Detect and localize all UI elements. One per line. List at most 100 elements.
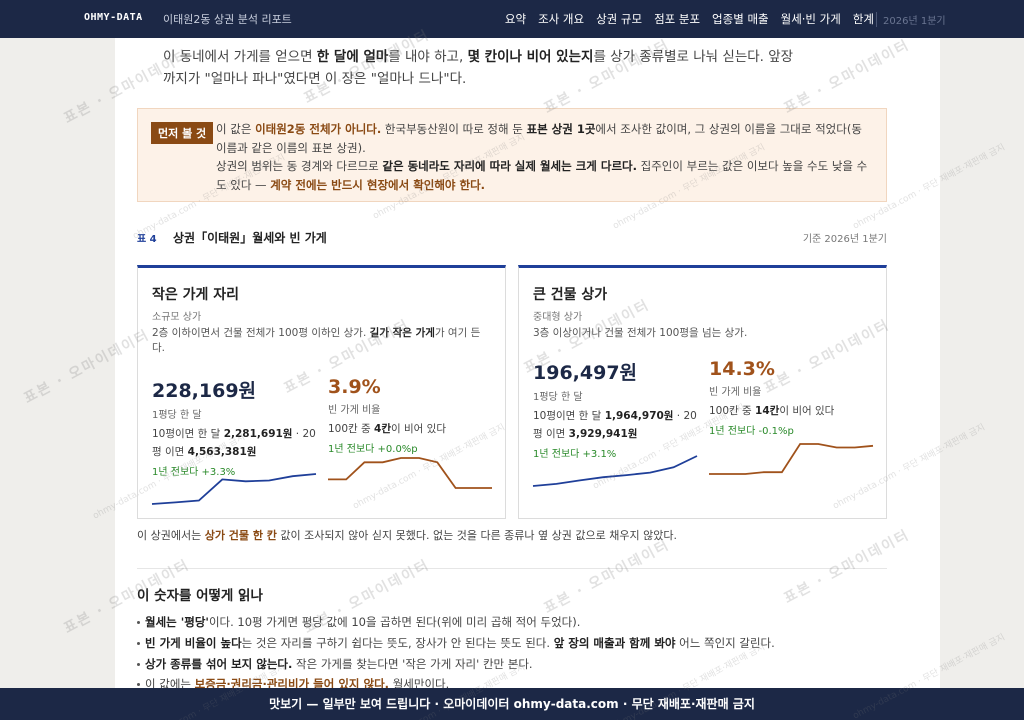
- nav-item[interactable]: 월세·빈 가게: [780, 12, 841, 26]
- text-segment: 월세는 '평당': [145, 615, 209, 629]
- text-segment: 한 달에 얼마: [316, 49, 389, 65]
- nav-item[interactable]: 상권 규모: [596, 12, 643, 26]
- text-segment: · 20평 이면: [152, 428, 316, 458]
- metric: 228,169원 1평당 한 달 10평이면 한 달 2,281,691원 · 20…: [152, 376, 317, 478]
- bullet: 월세는 '평당'이다. 10평 가게면 평당 값에 10을 곱하면 된다(위에 …: [137, 612, 897, 633]
- text-segment: 보증금·권리금·관리비가 들어 있지 않다.: [194, 677, 390, 692]
- metric-detail: 10평이면 한 달 2,281,691원 · 20평 이면 4,563,381원: [152, 425, 317, 461]
- text-segment: 10평이면 한 달: [533, 410, 605, 422]
- top-nav: OHMY-DATA 이태원2동 상권 분석 리포트 요약 조사 개요 상권 규모 점포…: [0, 0, 1024, 38]
- table-basis: 기준 2026년 1분기: [802, 234, 887, 245]
- metric-detail: 100칸 중 4칸이 비어 있다: [328, 420, 493, 438]
- text-segment: 길가 작은 가게: [369, 327, 435, 339]
- bullet-dot: [137, 621, 140, 624]
- text-segment: 100칸 중: [709, 405, 756, 417]
- nav-item[interactable]: 요약: [504, 12, 527, 26]
- card-title: 작은 가게 자리: [152, 287, 240, 303]
- text-segment: 이 비어 있다: [779, 405, 835, 417]
- nav-item[interactable]: 한계: [852, 12, 874, 26]
- text-segment: 상권의 범위는 동 경계와 다르므로: [216, 159, 383, 173]
- bullets: 월세는 '평당'이다. 10평 가게면 평당 값에 10을 곱하면 된다(위에 …: [137, 612, 897, 695]
- text-segment: 4칸: [374, 423, 392, 435]
- text-segment: 월세만이다.: [389, 677, 450, 692]
- text-segment: 표본 상권 1곳: [526, 122, 596, 136]
- callout-body: 이 값은 이태원2동 전체가 아니다. 한국부동산원이 따로 정해 둔 표본 상…: [216, 120, 871, 194]
- text-segment: 를 내야 하고,: [388, 49, 468, 65]
- text-segment: 가 여기 든다.: [152, 327, 481, 354]
- card-subtitle: 중대형 상가: [533, 312, 583, 323]
- text-segment: 는 것은 자리를 구하기 쉽다는 뜻도, 장사가 안 된다는 뜻도 된다.: [241, 635, 554, 650]
- metric-value: 3.9%: [328, 376, 381, 398]
- metric-change: 1년 전보다 -0.1%p: [709, 426, 794, 437]
- sparkline-line: [709, 443, 874, 475]
- text-segment: 3,929,941원: [568, 428, 638, 440]
- text-segment: 2,281,691원: [223, 428, 293, 440]
- text-segment: 4,563,381원: [187, 446, 257, 458]
- nav-items: 요약 조사 개요 상권 규모 점포 분포 업종별 매출 월세·빈 가게 한계: [505, 11, 874, 27]
- metric: 196,497원 1평당 한 달 10평이면 한 달 1,964,970원 · 20…: [533, 358, 698, 460]
- bullet-dot: [137, 683, 140, 687]
- bullet: 상가 종류를 섞어 보지 않는다. 작은 가게를 찾는다면 '작은 가게 자리'…: [137, 654, 897, 675]
- text-segment: 이 값은: [216, 122, 256, 136]
- metric-unit: 빈 가게 비율: [328, 405, 381, 416]
- sparkline: [151, 473, 317, 505]
- footer: 맛보기 — 일부만 보여 드립니다 · 오마이데이터 ohmy-data.com…: [0, 688, 1024, 720]
- logo[interactable]: OHMY-DATA: [84, 12, 143, 23]
- text-segment: 빈 가게 비율이 높다: [145, 635, 242, 650]
- text-segment: 작은 가게를 찾는다면 '작은 가게 자리' 칸만 본다.: [292, 656, 533, 671]
- text-segment: 10평이면 한 달: [152, 428, 224, 440]
- metric-change: 1년 전보다 +3.1%: [533, 449, 617, 460]
- metric-detail: 100칸 중 14칸이 비어 있다: [709, 402, 874, 420]
- text-segment: 3층 이상이거나 건물 전체가 100평을 넘는 상가.: [533, 327, 748, 339]
- text-segment: 2층 이하이면서 건물 전체가 100평 이하인 상가.: [152, 327, 370, 339]
- callout-paragraph: 상권의 범위는 동 경계와 다르므로 같은 동네라도 자리에 따라 실제 월세는…: [216, 157, 871, 194]
- table-number: 표 4: [137, 234, 157, 245]
- metric: 14.3% 빈 가게 비율 100칸 중 14칸이 비어 있다 1년 전보다 -0.1…: [709, 358, 874, 437]
- report-title: 이태원2동 상권 분석 리포트: [163, 13, 292, 26]
- text-segment: 이태원2동 전체가 아니다.: [255, 122, 382, 136]
- text-segment: 값이 조사되지 않아 싣지 못했다. 없는 것을 다른 종류나 옆 상권 값으로…: [276, 529, 677, 542]
- bullet-dot: [137, 662, 140, 666]
- metric-value: 196,497원: [533, 362, 638, 384]
- sparkline-line: [532, 455, 698, 487]
- metric: 3.9% 빈 가게 비율 100칸 중 4칸이 비어 있다 1년 전보다 +0.0%p: [328, 376, 493, 455]
- metric-unit: 빈 가게 비율: [709, 387, 762, 398]
- text-segment: 이 값에는: [145, 677, 195, 692]
- bullet: 이 값에는 보증금·권리금·관리비가 들어 있지 않다. 월세만이다.: [137, 674, 897, 695]
- bullet-dot: [137, 641, 140, 645]
- text-segment: · 20평 이면: [533, 410, 697, 440]
- divider: [137, 568, 887, 569]
- section-title: 이 숫자를 어떻게 읽나: [137, 588, 263, 604]
- period: 2026년 1분기: [876, 12, 946, 27]
- text-segment: 이 비어 있다: [391, 423, 446, 435]
- metric-change: 1년 전보다 +3.3%: [152, 467, 236, 478]
- text-segment: 어느 쪽인지 갈린다.: [675, 635, 775, 650]
- card: 작은 가게 자리 소규모 상가 2층 이하이면서 건물 전체가 100평 이하인 상…: [137, 265, 506, 519]
- callout-label: 먼저 볼 것: [151, 122, 214, 144]
- sparkline: [709, 443, 874, 475]
- nav-item[interactable]: 점포 분포: [654, 12, 701, 26]
- card-description: 3층 이상이거나 건물 전체가 100평을 넘는 상가.: [533, 326, 873, 341]
- text-segment: 몇 칸이나 비어 있는지: [467, 49, 594, 65]
- nav-item[interactable]: 업종별 매출: [712, 12, 769, 26]
- metric-value: 14.3%: [709, 358, 775, 380]
- text-segment: 계약 전에는 반드시 현장에서 확인해야 한다.: [270, 177, 486, 192]
- text-segment: 상가 종류를 섞어 보지 않는다.: [145, 656, 293, 671]
- callout-paragraph: 이 값은 이태원2동 전체가 아니다. 한국부동산원이 따로 정해 둔 표본 상…: [216, 120, 871, 157]
- nav-item[interactable]: 조사 개요: [538, 12, 585, 26]
- text-segment: 를 상가 종류별로 나눠 싣는다. 앞장까지가 "얼마나 파나"였다면 이 장은…: [163, 49, 794, 87]
- sparkline: [532, 455, 698, 487]
- metric-unit: 1평당 한 달: [533, 392, 583, 403]
- metric-value: 228,169원: [152, 380, 257, 402]
- text-segment: 이 동네에서 가게를 얻으면: [163, 49, 317, 65]
- card-description: 2층 이하이면서 건물 전체가 100평 이하인 상가. 길가 작은 가게가 여…: [152, 326, 492, 356]
- metric-unit: 1평당 한 달: [152, 410, 202, 421]
- callout: 먼저 볼 것 이 값은 이태원2동 전체가 아니다. 한국부동산원이 따로 정해…: [137, 108, 887, 202]
- text-segment: 같은 동네라도 자리에 따라 실제 월세는 크게 다르다.: [382, 159, 637, 173]
- table-header: 표 4 상권「이태원」월세와 빈 가게 기준 2026년 1분기: [137, 230, 887, 246]
- text-segment: 집주인이 부르는 값은 이보다 높을 수도 낮을 수도 있다 —: [216, 159, 868, 192]
- metric-detail: 10평이면 한 달 1,964,970원 · 20평 이면 3,929,941원: [533, 407, 698, 443]
- text-segment: 이다. 10평 가게면 평당 값에 10을 곱하면 된다(위에 미리 곱해 적어…: [208, 615, 581, 629]
- text-segment: 14칸: [755, 405, 780, 417]
